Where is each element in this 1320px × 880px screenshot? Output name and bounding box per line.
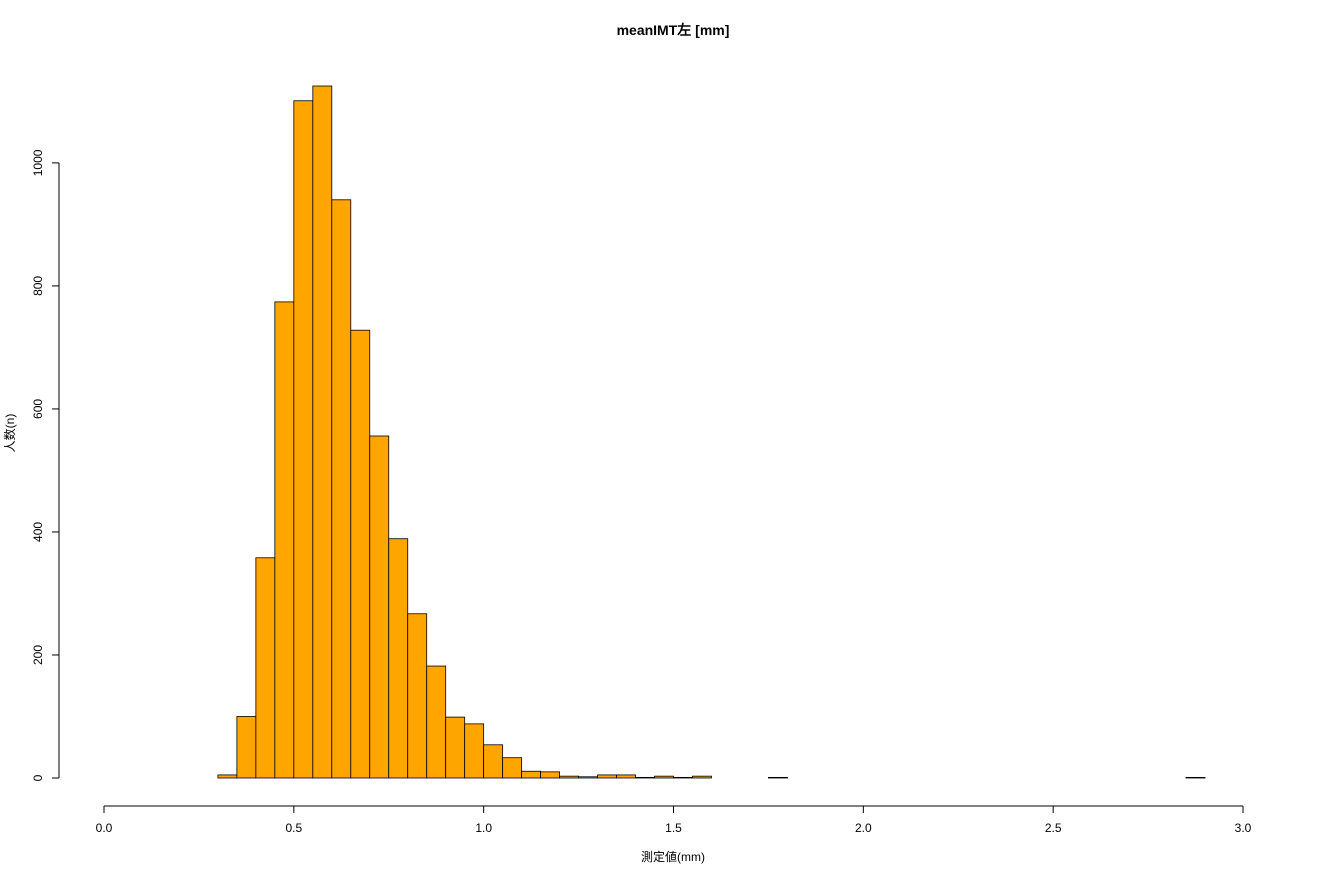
bar xyxy=(236,716,257,779)
y-axis-label: 人数(n) xyxy=(2,414,17,453)
chart-title: meanIMT左 [mm] xyxy=(617,22,730,38)
bar xyxy=(692,775,712,779)
y-tick-label: 200 xyxy=(31,645,45,665)
bar xyxy=(312,85,333,779)
x-tick-label: 0.0 xyxy=(96,821,113,835)
bar xyxy=(540,771,560,779)
x-axis-label: 測定値(mm) xyxy=(641,849,705,864)
x-tick-label: 2.0 xyxy=(855,821,872,835)
bar xyxy=(578,776,598,779)
bar xyxy=(768,776,788,779)
x-tick-label: 3.0 xyxy=(1235,821,1252,835)
bar xyxy=(331,199,352,779)
y-tick-label: 0 xyxy=(31,774,45,781)
bar xyxy=(502,757,523,779)
y-tick-label: 1000 xyxy=(31,149,45,176)
bar xyxy=(274,301,295,779)
bar xyxy=(616,774,636,779)
bar xyxy=(426,665,447,779)
bar xyxy=(521,770,542,779)
x-tick-label: 2.5 xyxy=(1045,821,1062,835)
bar xyxy=(464,723,485,779)
x-tick-label: 1.5 xyxy=(665,821,682,835)
bar xyxy=(673,776,693,779)
bar xyxy=(597,774,617,779)
bar xyxy=(388,538,409,779)
bar xyxy=(559,775,579,779)
bar xyxy=(1185,776,1206,779)
bar xyxy=(350,329,371,779)
y-tick-label: 400 xyxy=(31,522,45,542)
y-tick-label: 600 xyxy=(31,399,45,419)
bar xyxy=(407,613,428,779)
bar xyxy=(654,775,674,779)
bar xyxy=(483,744,504,779)
bar xyxy=(635,776,655,779)
bar xyxy=(293,100,314,779)
x-tick-label: 0.5 xyxy=(285,821,302,835)
x-tick-label: 1.0 xyxy=(475,821,492,835)
bar xyxy=(369,435,390,779)
bar xyxy=(445,716,466,779)
bar xyxy=(255,557,276,779)
y-tick-label: 800 xyxy=(31,276,45,296)
bar xyxy=(217,774,238,779)
